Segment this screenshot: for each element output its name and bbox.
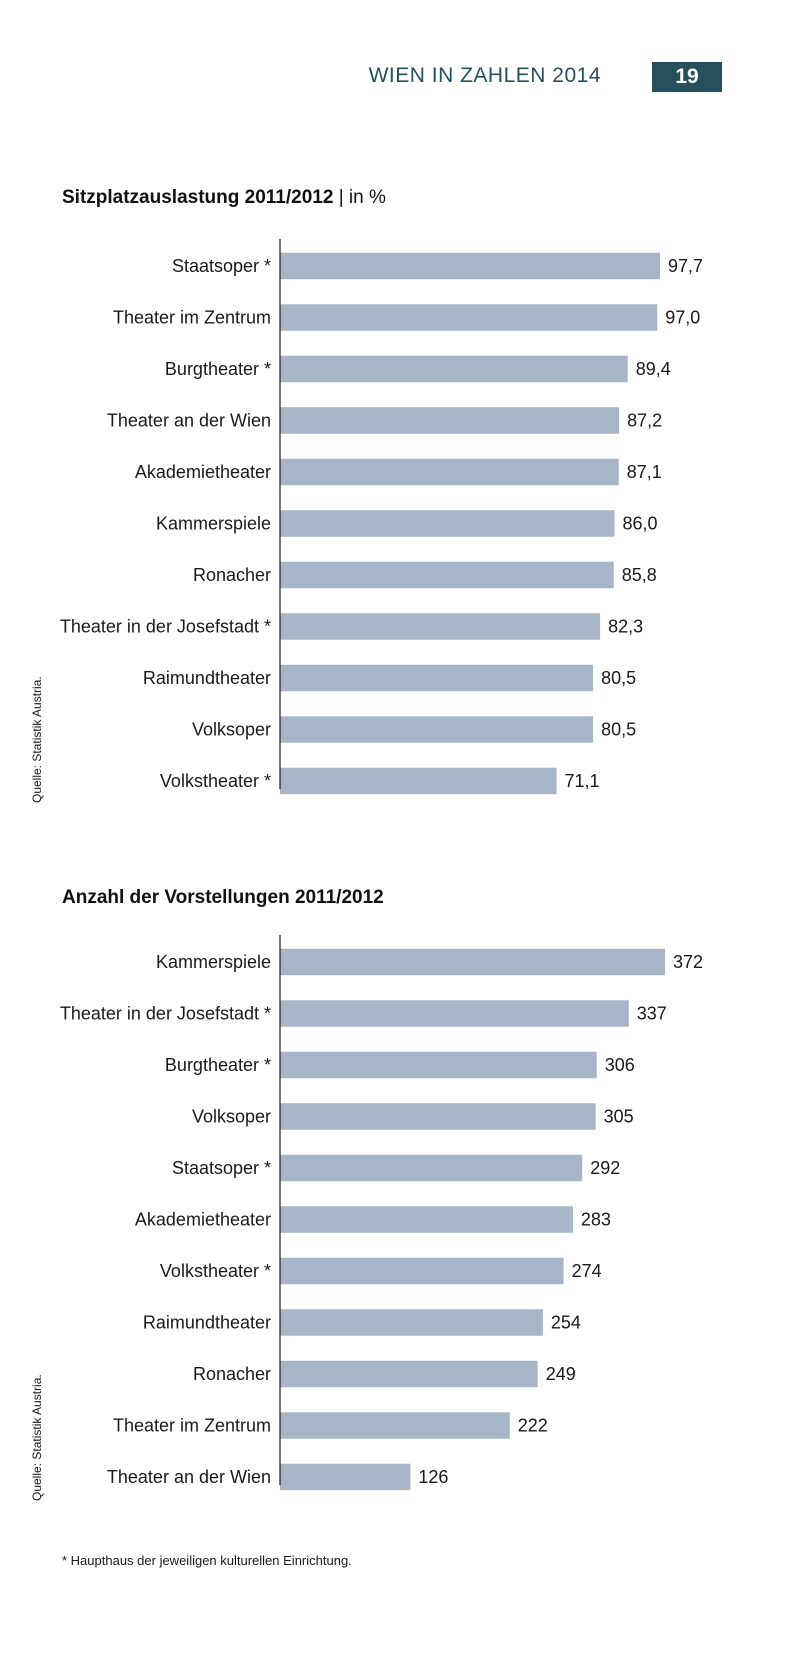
value-label-2-3: 306 xyxy=(605,1055,635,1075)
value-label-1-1: 97,7 xyxy=(668,256,703,276)
category-label-2-4: Volksoper xyxy=(192,1107,271,1127)
bar-2-2 xyxy=(280,1000,629,1027)
bar-1-9 xyxy=(280,664,594,692)
bar-1-6 xyxy=(280,510,615,537)
value-label-1-10: 80,5 xyxy=(601,720,636,740)
value-label-2-10: 222 xyxy=(518,1416,548,1436)
chart-2-title-main: Anzahl der Vorstellungen 2011/2012 xyxy=(62,887,384,908)
chart-1-source: Quelle: Statistik Austria. xyxy=(30,676,44,803)
category-label-1-4: Theater an der Wien xyxy=(107,411,271,431)
category-label-2-3: Burgtheater * xyxy=(165,1055,271,1075)
chart-2-performances: Kammerspiele 372 Theater in der Josefstadt… xyxy=(60,935,703,1491)
category-label-1-9: Raimundtheater xyxy=(143,668,271,688)
bar-2-3 xyxy=(280,1051,597,1079)
category-label-2-8: Raimundtheater xyxy=(143,1313,271,1333)
footnote: * Haupthaus der jeweiligen kulturellen E… xyxy=(62,1553,352,1568)
value-label-2-1: 372 xyxy=(673,952,703,972)
category-label-2-1: Kammerspiele xyxy=(156,952,271,972)
value-label-1-11: 71,1 xyxy=(565,771,600,791)
category-label-1-3: Burgtheater * xyxy=(165,359,271,379)
value-label-2-11: 126 xyxy=(418,1467,448,1487)
bar-1-5 xyxy=(280,458,619,486)
value-label-1-3: 89,4 xyxy=(636,359,671,379)
bar-2-9 xyxy=(280,1360,538,1388)
category-label-1-5: Akademietheater xyxy=(135,462,271,482)
category-label-1-6: Kammerspiele xyxy=(156,514,271,534)
value-label-2-9: 249 xyxy=(546,1364,576,1384)
value-label-1-4: 87,2 xyxy=(627,411,662,431)
bar-1-2 xyxy=(280,304,658,331)
chart-1-seat-occupancy: Staatsoper * 97,7 Theater im Zentrum 97,0 Bu… xyxy=(60,239,703,795)
category-label-1-2: Theater im Zentrum xyxy=(113,308,271,328)
category-label-1-1: Staatsoper * xyxy=(172,256,271,276)
value-label-1-6: 86,0 xyxy=(622,514,657,534)
category-label-2-9: Ronacher xyxy=(193,1364,271,1384)
bar-2-1 xyxy=(280,948,665,976)
category-label-2-11: Theater an der Wien xyxy=(107,1467,271,1487)
bar-2-5 xyxy=(280,1154,583,1182)
value-label-1-5: 87,1 xyxy=(627,462,662,482)
bar-1-8 xyxy=(280,613,601,640)
bar-2-4 xyxy=(280,1103,596,1130)
bar-2-8 xyxy=(280,1309,543,1336)
value-label-1-9: 80,5 xyxy=(601,668,636,688)
bar-2-6 xyxy=(280,1206,573,1233)
value-label-2-7: 274 xyxy=(572,1261,602,1281)
chart-1-title-main: Sitzplatzauslastung 2011/2012 xyxy=(62,187,334,208)
value-label-2-4: 305 xyxy=(604,1107,634,1127)
publication-title: WIEN IN ZAHLEN 2014 xyxy=(368,64,601,87)
category-label-1-10: Volksoper xyxy=(192,720,271,740)
category-label-2-5: Staatsoper * xyxy=(172,1158,271,1178)
bar-1-1 xyxy=(280,252,660,280)
category-label-2-6: Akademietheater xyxy=(135,1210,271,1230)
category-label-2-7: Volkstheater * xyxy=(160,1261,271,1281)
bar-1-11 xyxy=(280,767,557,795)
bar-2-10 xyxy=(280,1412,510,1439)
page-number: 19 xyxy=(652,62,722,92)
category-label-1-11: Volkstheater * xyxy=(160,771,271,791)
value-label-1-8: 82,3 xyxy=(608,617,643,637)
value-label-1-2: 97,0 xyxy=(665,308,700,328)
value-label-1-7: 85,8 xyxy=(622,565,657,585)
bar-1-3 xyxy=(280,355,628,383)
value-label-2-6: 283 xyxy=(581,1210,611,1230)
value-label-2-5: 292 xyxy=(590,1158,620,1178)
bar-2-7 xyxy=(280,1257,564,1285)
bar-2-11 xyxy=(280,1463,411,1491)
bar-1-4 xyxy=(280,407,620,434)
chart-2-source: Quelle: Statistik Austria. xyxy=(30,1374,44,1501)
category-label-2-2: Theater in der Josefstadt * xyxy=(60,1004,271,1024)
category-label-1-7: Ronacher xyxy=(193,565,271,585)
value-label-2-2: 337 xyxy=(637,1004,667,1024)
category-label-2-10: Theater im Zentrum xyxy=(113,1416,271,1436)
chart-2-title: Anzahl der Vorstellungen 2011/2012 xyxy=(62,887,384,909)
chart-1-title: Sitzplatzauslastung 2011/2012 | in % xyxy=(62,187,386,209)
value-label-2-8: 254 xyxy=(551,1313,581,1333)
chart-1-unit-label: | in % xyxy=(338,187,386,208)
category-label-1-8: Theater in der Josefstadt * xyxy=(60,617,271,637)
bar-1-7 xyxy=(280,561,614,589)
bar-1-10 xyxy=(280,716,594,743)
